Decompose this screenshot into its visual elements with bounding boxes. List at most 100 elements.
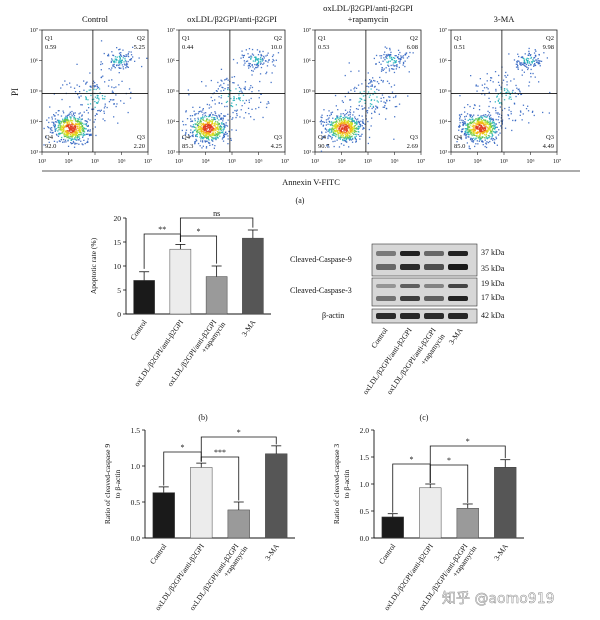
flow-event-dot [120, 62, 122, 64]
flow-event-dot [342, 134, 345, 137]
flow-event-dot [120, 67, 122, 69]
flow-event-dot [344, 127, 346, 129]
flow-event-dot [185, 133, 187, 135]
flow-event-dot [479, 125, 481, 127]
flow-event-dot [380, 97, 382, 99]
flow-event-dot [253, 56, 256, 58]
flow-event-dot [525, 63, 528, 66]
flow-event-dot [349, 111, 351, 113]
flow-event-dot [471, 122, 473, 124]
flow-event-dot [371, 103, 373, 106]
flow-event-dot [528, 85, 530, 87]
flow-event-dot [211, 144, 214, 146]
flow-event-dot [76, 139, 78, 141]
flow-event-dot [250, 116, 252, 118]
flow-event-dot [240, 90, 242, 92]
flow-event-dot [79, 118, 81, 120]
flow-event-dot [388, 60, 390, 62]
flow-event-dot [212, 140, 214, 142]
flow-event-dot [232, 58, 235, 61]
flow-event-dot [472, 128, 474, 131]
flow-event-dot [206, 123, 208, 125]
flow-event-dot [353, 88, 355, 90]
flow-event-dot [225, 133, 227, 136]
flow-event-dot [385, 54, 387, 56]
flow-event-dot [514, 92, 516, 94]
flow-event-dot [344, 109, 347, 111]
flow-event-dot [468, 147, 470, 149]
flow-event-dot [350, 89, 352, 91]
flow-event-dot [480, 129, 482, 131]
flow-event-dot [370, 79, 372, 82]
flow-event-dot [58, 121, 60, 124]
flow-event-dot [87, 130, 89, 132]
flow-event-dot [251, 64, 253, 67]
flow-event-dot [87, 140, 89, 142]
flow-event-dot [381, 94, 384, 96]
flow-event-dot [375, 63, 377, 65]
flow-event-dot [497, 93, 499, 95]
flow-event-dot [78, 134, 80, 136]
flow-event-dot [70, 142, 72, 144]
flow-event-dot [67, 139, 69, 141]
flow-event-dot [219, 135, 221, 137]
flow-event-dot [391, 56, 393, 58]
flow-event-dot [57, 114, 59, 116]
flow-event-dot [477, 117, 479, 119]
flow-event-dot [111, 51, 113, 53]
flow-event-dot [476, 127, 478, 129]
quadrant-name: Q3 [410, 134, 418, 141]
flow-event-dot [345, 135, 347, 137]
flow-event-dot [340, 120, 343, 122]
flow-event-dot [214, 138, 216, 140]
flow-event-dot [524, 65, 526, 67]
flow-event-dot [260, 66, 263, 69]
y-tick-label: 0 [117, 310, 121, 319]
flow-event-dot [248, 48, 251, 50]
flow-event-dot [488, 112, 491, 114]
flow-event-dot [211, 129, 213, 131]
flow-y-tick-label: 10⁶ [439, 59, 447, 65]
flow-event-dot [49, 106, 51, 108]
flow-event-dot [119, 64, 121, 66]
flow-event-dot [67, 134, 69, 136]
flow-event-dot [489, 118, 491, 120]
flow-event-dot [71, 123, 73, 125]
flow-event-dot [469, 122, 471, 124]
flow-event-dot [349, 139, 351, 141]
flow-event-dot [476, 140, 478, 142]
y-tick-label: 1.0 [131, 462, 141, 471]
flow-event-dot [59, 129, 62, 131]
flow-event-dot [110, 60, 113, 62]
flow-event-dot [112, 64, 114, 66]
flow-event-dot [468, 129, 470, 131]
flow-event-dot [470, 122, 472, 124]
flow-event-dot [343, 117, 345, 119]
flow-event-dot [376, 96, 378, 98]
blot-band [400, 284, 420, 288]
flow-event-dot [238, 96, 240, 99]
flow-event-dot [122, 49, 124, 51]
flow-event-dot [78, 139, 80, 141]
flow-event-dot [111, 90, 114, 92]
flow-event-dot [121, 59, 123, 61]
flow-event-dot [347, 126, 349, 128]
flow-event-dot [71, 122, 73, 124]
flow-event-dot [321, 121, 323, 123]
flow-event-dot [529, 62, 531, 64]
flow-event-dot [118, 55, 121, 58]
flow-event-dot [71, 110, 73, 113]
flow-event-dot [65, 141, 67, 143]
flow-event-dot [345, 130, 348, 132]
flow-event-dot [87, 118, 89, 120]
flow-event-dot [214, 99, 216, 101]
flow-event-dot [86, 121, 89, 123]
flow-event-dot [368, 96, 371, 98]
flow-event-dot [123, 55, 126, 57]
flow-x-tick-label: 10⁵ [228, 159, 236, 165]
flow-event-dot [505, 71, 507, 74]
flow-event-dot [221, 126, 223, 128]
flow-event-dot [383, 53, 385, 56]
flow-event-dot [190, 125, 192, 127]
